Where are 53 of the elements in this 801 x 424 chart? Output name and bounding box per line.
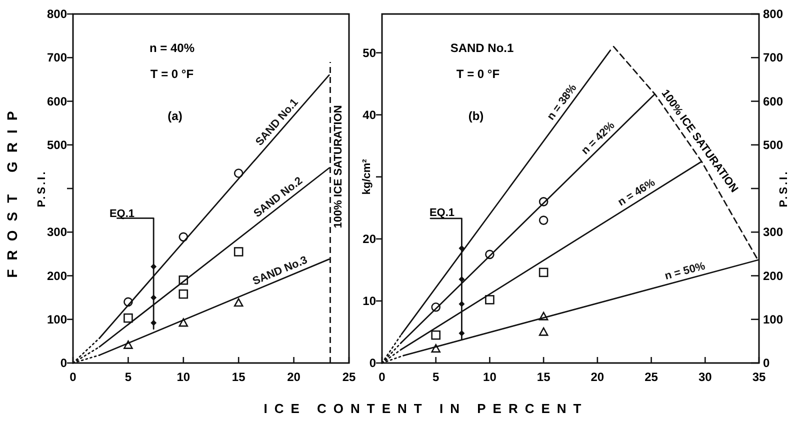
y-tick-label: 100: [46, 312, 68, 326]
y-tick-label: 40: [362, 108, 376, 122]
x-tick-label: 15: [232, 370, 246, 384]
y2-axis-title: P.S.I.: [778, 170, 790, 208]
annotation: T = 0 °F: [456, 67, 500, 81]
y2-tick-label: 300: [763, 225, 784, 240]
x-tick-label: 20: [590, 370, 604, 384]
x-tick-label: 5: [124, 370, 132, 384]
y2-tick-label: 200: [763, 268, 784, 283]
annotation: EQ.1: [109, 208, 135, 220]
annotation: T = 0 °F: [150, 67, 194, 81]
text: n = 42%: [579, 119, 618, 158]
y-tick-label: 50: [362, 46, 376, 60]
annotation: n = 40%: [149, 41, 195, 55]
text: FROST GRIP: [4, 102, 20, 278]
y-tick-label: 800: [46, 7, 68, 21]
x-tick-label: 15: [536, 370, 551, 384]
y-tick-label: 10: [362, 294, 376, 308]
y2-tick-label: 500: [763, 138, 784, 152]
y2-tick-label: 100: [763, 312, 784, 326]
x-tick-label: 35: [752, 370, 766, 384]
x-tick-label: 0: [70, 370, 77, 384]
annotation: SAND No.1: [450, 41, 514, 55]
annotation: (b): [468, 109, 484, 123]
annotation: EQ.1: [429, 207, 455, 219]
y-tick-label: 500: [46, 138, 68, 152]
x-tick-label: 25: [644, 370, 658, 384]
y2-tick-label: 0: [763, 356, 770, 370]
y-tick-label: 0: [369, 356, 376, 370]
x-tick-label: 20: [287, 370, 301, 384]
y-tick-label: 200: [46, 268, 68, 283]
y2-tick-label: 700: [763, 50, 784, 65]
x-tick-label: 5: [432, 370, 440, 384]
y2-tick-label: 600: [763, 94, 784, 108]
y-tick-label: 300: [46, 225, 68, 240]
y-axis-title: P.S.I.: [36, 170, 48, 208]
x-tick-label: 30: [698, 370, 712, 384]
ref-line-label: 100% ICE SATURATION: [332, 105, 344, 228]
y-tick-label: 700: [46, 50, 68, 65]
text: SAND No.3: [251, 254, 310, 288]
x-tick-label: 0: [378, 370, 386, 384]
y-tick-label: 20: [362, 232, 376, 246]
y-tick-label: 0: [60, 356, 68, 370]
y-axis-title: kg/cm²: [361, 158, 373, 195]
x-tick-label: 25: [342, 370, 356, 384]
y-tick-label: 600: [46, 94, 68, 108]
text: n = 50%: [663, 260, 707, 283]
y2-tick-label: 800: [763, 7, 784, 21]
text: n = 46%: [616, 176, 658, 209]
x-tick-label: 10: [483, 370, 497, 384]
x-tick-label: 10: [176, 370, 190, 384]
annotation: (a): [168, 109, 182, 123]
x-axis-title: ICE CONTENT IN PERCENT: [264, 401, 588, 416]
